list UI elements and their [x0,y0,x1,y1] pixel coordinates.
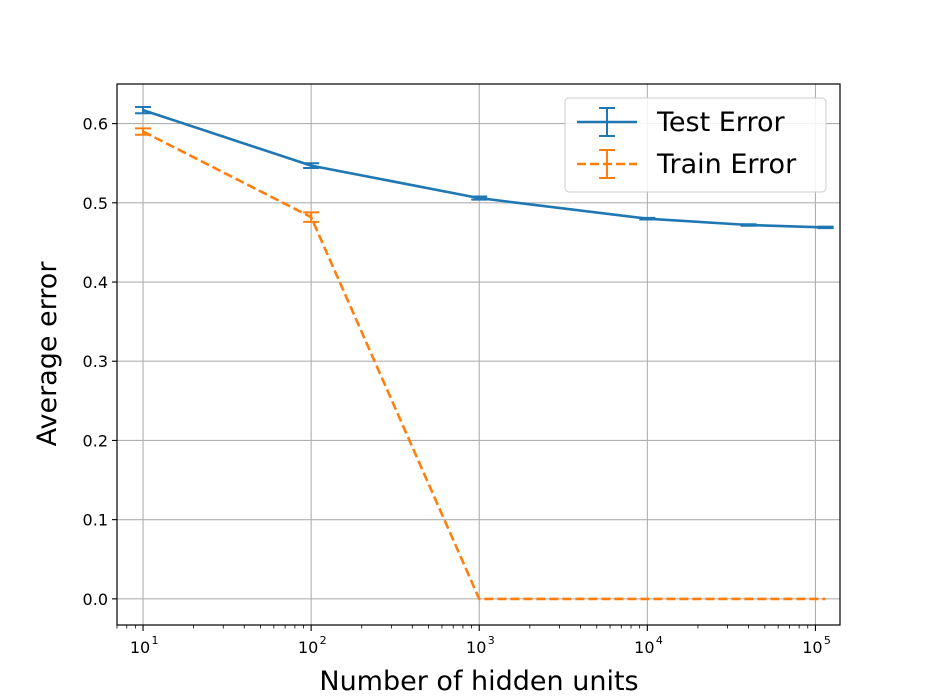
series-layer [135,105,834,601]
y-tick-label: 0.3 [83,352,108,371]
legend-label: Train Error [656,149,797,180]
x-tick-label: 10 [298,638,318,657]
series-line [142,130,826,601]
y-axis-title: Average error [32,261,63,447]
x-tick-label: 10 [130,638,150,657]
y-axis: 0.0 0.1 0.2 0.3 0.4 0.5 0.6 [83,115,117,609]
x-axis: 10 1 10 2 10 3 10 4 10 5 [116,625,831,657]
x-tick-exponent: 5 [824,634,831,647]
legend-item: Train Error [577,149,797,180]
y-tick-label: 0.2 [83,431,108,450]
x-axis-title: Number of hidden units [319,666,638,697]
x-tick-label: 10 [466,638,486,657]
y-tick-label: 0.4 [83,273,108,292]
x-tick-exponent: 4 [656,634,663,647]
y-tick-label: 0.1 [83,511,108,530]
x-tick-exponent: 3 [488,634,495,647]
y-tick-label: 0.6 [83,115,108,134]
x-tick-exponent: 1 [152,634,159,647]
plot-frame [116,83,841,626]
legend-item: Test Error [577,107,785,138]
legend: Test Error Train Error [564,97,827,193]
series-test-error [135,105,834,230]
x-tick-exponent: 2 [320,634,327,647]
x-tick-label: 10 [802,638,822,657]
x-tick-label: 10 [634,638,654,657]
legend-label: Test Error [656,107,785,138]
y-tick-label: 0.5 [83,194,108,213]
y-tick-label: 0.0 [83,590,108,609]
grid [117,84,840,625]
series-train-error [135,127,826,601]
series-line [142,108,826,229]
